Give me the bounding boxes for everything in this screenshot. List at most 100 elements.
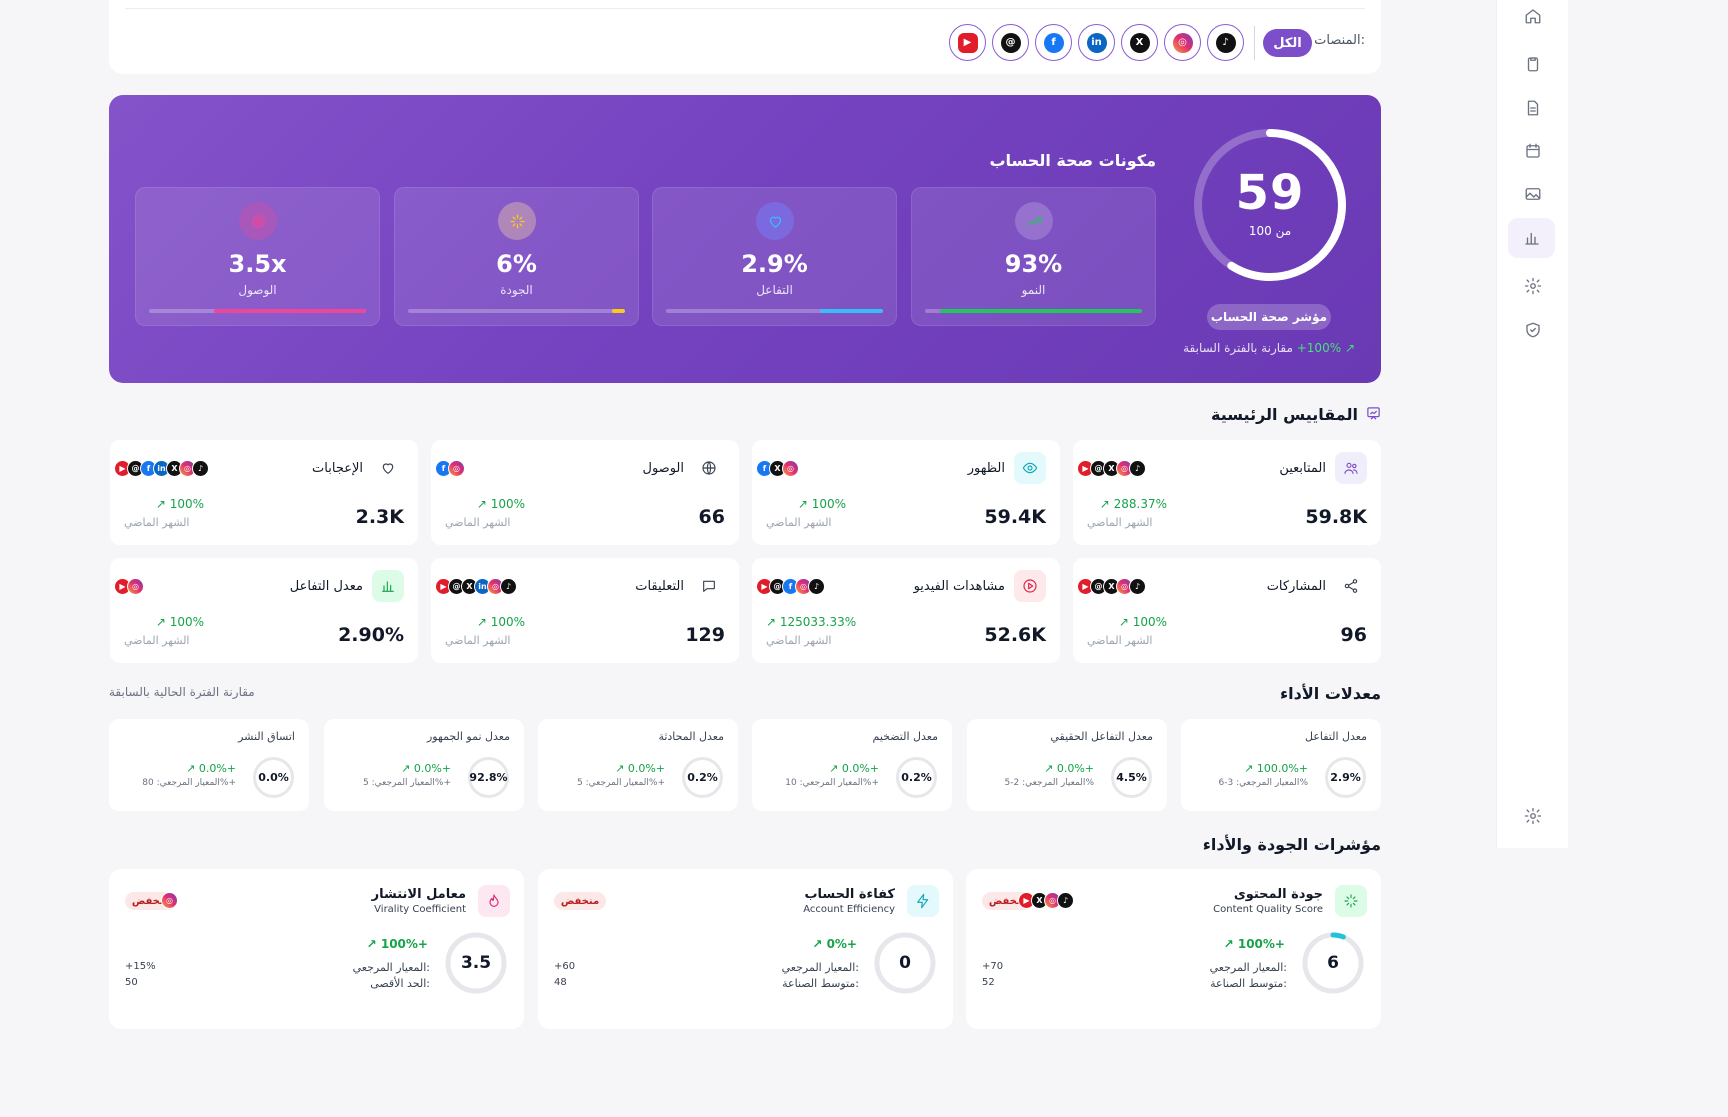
quality-card[interactable]: جودة المحتوى Content Quality Score منخفض ♪ ◎… (966, 869, 1381, 1029)
settings-icon[interactable] (1517, 800, 1549, 832)
rate-benchmark: المعيار المرجعي: 80%+ (142, 778, 236, 788)
image-icon[interactable] (1517, 178, 1549, 210)
metric-change: ↗ 100% (124, 615, 204, 629)
rate-title: معدل نمو الجمهور (427, 730, 510, 743)
trend-up-icon: ↗ (1344, 341, 1355, 355)
health-component-reach: 3.5x الوصول (135, 187, 380, 326)
sparkle-badge (498, 202, 536, 240)
quality-card[interactable]: معامل الانتشار Virality Coefficient منخفض ◎… (109, 869, 524, 1029)
calendar-icon[interactable] (1517, 135, 1549, 167)
metric-card[interactable]: معدل التفاعل 2.90% ↗ 100% الشهر الماضي ◎ ▶ (110, 558, 418, 663)
globe-icon (702, 461, 716, 475)
rate-value: 4.5% (1111, 757, 1152, 798)
rate-card[interactable]: معدل التفاعل 2.9% ↗ 100.0%+ المعيار المرجعي… (1181, 719, 1381, 811)
rate-title: معدل التفاعل (1305, 730, 1367, 743)
health-component-growth: 93% النمو (911, 187, 1156, 326)
rate-change-value: 0.0%+ (413, 762, 451, 775)
metric-change: ↗ 100% (445, 615, 525, 629)
rate-card[interactable]: معدل نمو الجمهور 92.8% ↗ 0.0%+ المعيار المر… (324, 719, 524, 811)
metric-card[interactable]: المشاركات 96 ↗ 100% الشهر الماضي ♪ ◎ X @ ▶ (1073, 558, 1381, 663)
rate-benchmark: المعيار المرجعي: 3-6% (1218, 778, 1308, 788)
platform-button-instagram[interactable]: ◎ (1164, 24, 1201, 61)
rate-change: ↗ 100.0%+ (1244, 762, 1308, 775)
home-icon[interactable] (1517, 0, 1549, 32)
component-progress-fill (940, 309, 1142, 313)
sparkle-icon (509, 213, 525, 229)
metric-title: معدل التفاعل (289, 579, 363, 594)
document-icon[interactable] (1517, 92, 1549, 124)
health-component-engagement: 2.9% التفاعل (652, 187, 897, 326)
quality-title: كفاءة الحساب (804, 887, 895, 902)
rate-card[interactable]: معدل التفاعل الحقيقي 4.5% ↗ 0.0%+ المعيار ا… (967, 719, 1167, 811)
tiktok-icon: ♪ (192, 460, 209, 477)
component-progress-track (408, 309, 625, 313)
flame-icon (489, 894, 499, 907)
quality-card[interactable]: كفاءة الحساب Account Efficiency منخفض 0 ↗ 0%… (538, 869, 953, 1029)
trend-up-icon (1026, 216, 1042, 226)
metric-change-value: 100% (490, 615, 525, 629)
gear-icon[interactable] (1517, 270, 1549, 302)
metric-icon-badge (1335, 452, 1367, 484)
instagram-icon: ◎ (1172, 32, 1193, 53)
metric-title: مشاهدات الفيديو (913, 579, 1005, 594)
metric-period-label: الشهر الماضي (445, 634, 511, 647)
metric-value: 2.3K (355, 506, 404, 528)
metric-value: 59.4K (984, 506, 1046, 528)
all-platforms-button[interactable]: الكل (1263, 29, 1312, 57)
platform-button-facebook[interactable]: f (1035, 24, 1072, 61)
metric-card[interactable]: التعليقات 129 ↗ 100% الشهر الماضي ♪ ◎ in X @ ▶ (431, 558, 739, 663)
platform-button-threads[interactable]: @ (992, 24, 1029, 61)
metric-icon-badge (372, 570, 404, 602)
trend-up-icon: ↗ (615, 762, 628, 775)
component-progress-track (925, 309, 1142, 313)
instagram-icon: ◎ (782, 460, 799, 477)
health-change-value: 100%+ (1296, 341, 1342, 355)
x-icon: X (1129, 32, 1150, 53)
secondary-value: 50 (125, 977, 138, 988)
eye-icon (1022, 462, 1038, 474)
health-change: ↗ 100%+ مقارنة بالفترة السابقة (1183, 341, 1355, 355)
rate-card[interactable]: معدل المحادثة 0.2% ↗ 0.0%+ المعيار المرجعي:… (538, 719, 738, 811)
component-value: 6% (496, 250, 537, 278)
metric-platforms: ♪ ◎ in X @ ▶ (435, 578, 517, 595)
metric-title: التعليقات (635, 579, 684, 594)
shield-check-icon[interactable] (1517, 314, 1549, 346)
metric-change: ↗ 125033.33% (766, 615, 856, 629)
health-score: 59 (1235, 165, 1305, 221)
platform-button-linkedin[interactable]: in (1078, 24, 1115, 61)
metric-card[interactable]: مشاهدات الفيديو 52.6K ↗ 125033.33% الشهر ال… (752, 558, 1060, 663)
platform-button-tiktok[interactable]: ♪ (1207, 24, 1244, 61)
health-component-quality: 6% الجودة (394, 187, 639, 326)
rate-card[interactable]: معدل التضخيم 0.2% ↗ 0.0%+ المعيار المرجعي: … (752, 719, 952, 811)
rate-change: ↗ 0.0%+ (1044, 762, 1094, 775)
tiktok-icon: ♪ (1129, 460, 1146, 477)
rate-card[interactable]: اتساق النشر 0.0% ↗ 0.0%+ المعيار المرجعي: 8… (109, 719, 309, 811)
component-label: النمو (1021, 283, 1046, 297)
instagram-icon: ◎ (127, 578, 144, 595)
health-score-scale: من 100 (1248, 224, 1292, 238)
secondary-label: متوسط الصناعة: (782, 977, 859, 990)
component-label: التفاعل (756, 283, 793, 297)
metric-period-label: الشهر الماضي (766, 516, 832, 529)
platform-button-x[interactable]: X (1121, 24, 1158, 61)
component-progress-fill (820, 309, 883, 313)
share-icon (1344, 579, 1358, 593)
rate-benchmark: المعيار المرجعي: 5%+ (577, 778, 665, 788)
trend-up-icon: ↗ (155, 497, 170, 511)
rate-change-value: 0.0%+ (627, 762, 665, 775)
metric-change: ↗ 288.37% (1087, 497, 1167, 511)
trend-up-icon: ↗ (766, 615, 780, 629)
clipboard-icon[interactable] (1517, 48, 1549, 80)
platform-button-youtube[interactable]: ▶ (949, 24, 986, 61)
analytics-icon[interactable] (1508, 218, 1555, 258)
metric-card[interactable]: المتابعين 59.8K ↗ 288.37% الشهر الماضي ♪ ◎ X @ ▶ (1073, 440, 1381, 545)
trend-up-icon: ↗ (1044, 762, 1057, 775)
metric-period-label: الشهر الماضي (1087, 516, 1153, 529)
trend-up-icon: ↗ (1099, 497, 1114, 511)
metric-card[interactable]: الوصول 66 ↗ 100% الشهر الماضي ◎ f (431, 440, 739, 545)
metric-value: 2.90% (338, 624, 404, 646)
